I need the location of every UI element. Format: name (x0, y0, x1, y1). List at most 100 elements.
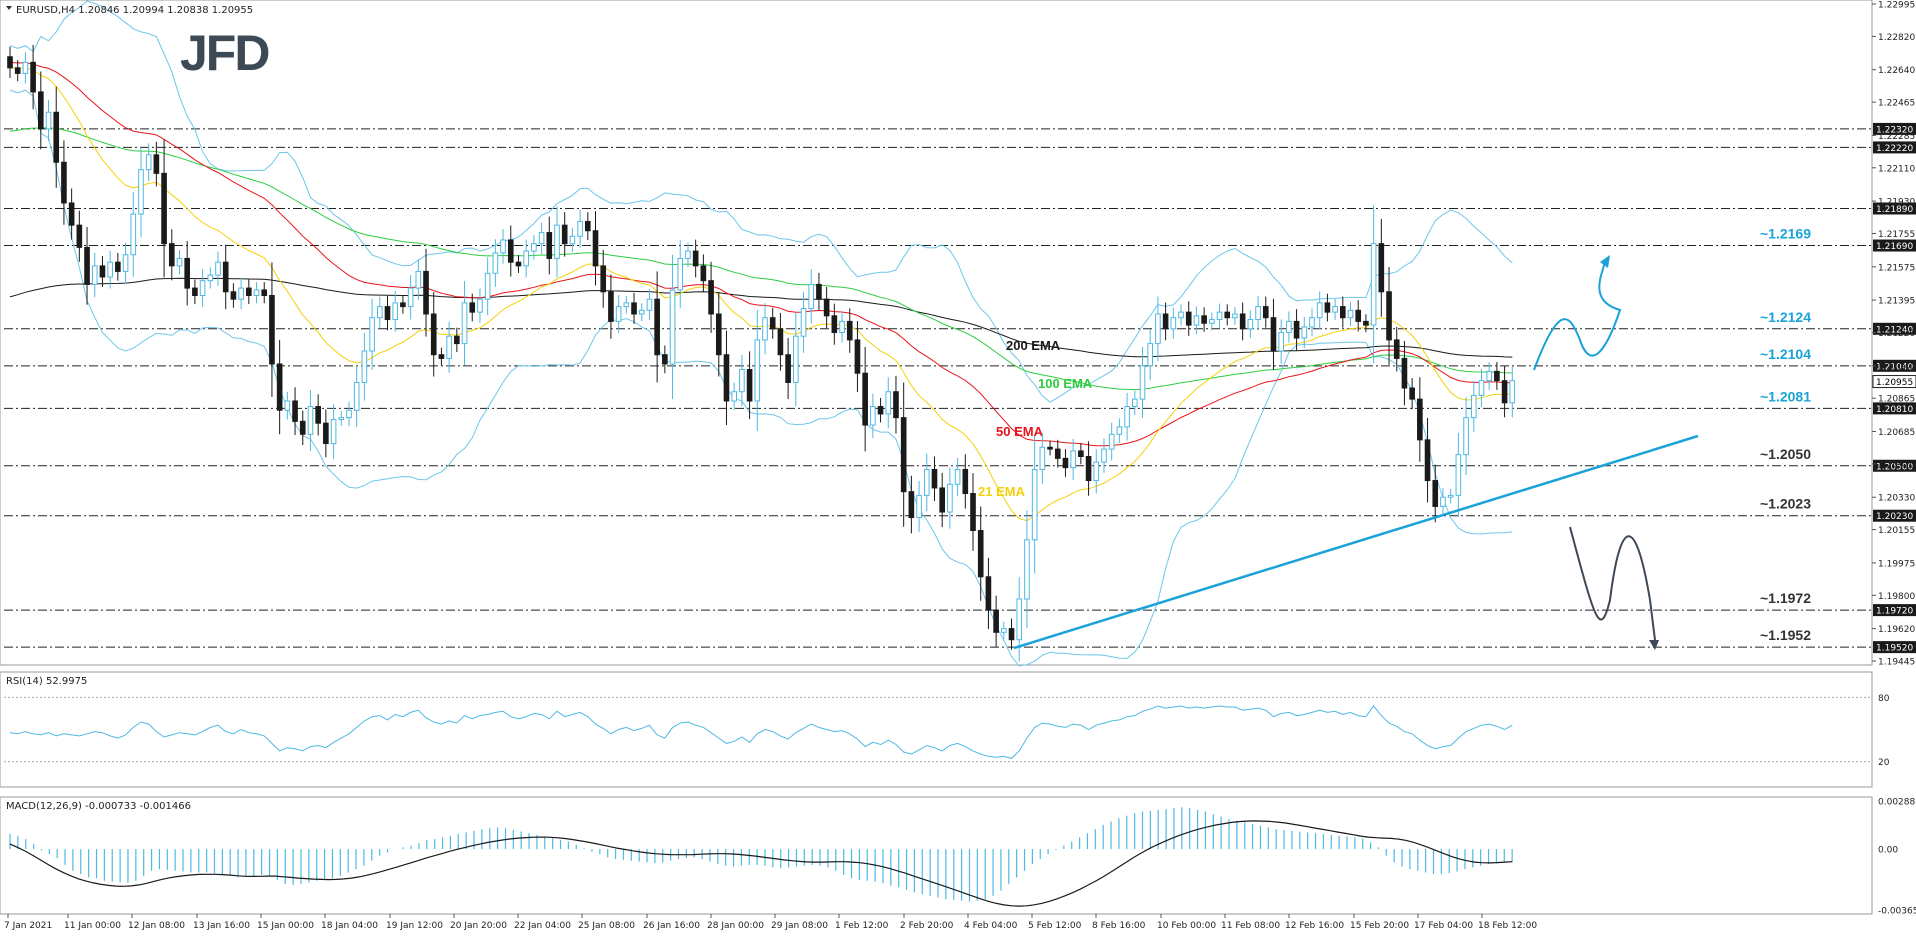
x-tick-label: 8 Feb 16:00 (1092, 921, 1146, 931)
x-tick-label: 22 Jan 04:00 (514, 921, 571, 931)
candle-body (1286, 320, 1292, 334)
trendline (1013, 434, 1699, 650)
candle-body (646, 298, 653, 311)
price-level-tag-text: 1.21690 (1876, 242, 1913, 252)
macd-header: MACD(12,26,9) -0.000733 -0.001466 (6, 801, 191, 812)
candle-body (754, 339, 761, 402)
y-tick-label: 1.19445 (1878, 658, 1915, 668)
candle-body (61, 161, 67, 204)
bollinger-lower (9, 89, 1513, 667)
ema-label: 21 EMA (978, 484, 1026, 499)
candle-body (1070, 450, 1076, 469)
candle-body (584, 220, 591, 232)
candle-body (523, 250, 529, 267)
bollinger-bands (9, 0, 1513, 667)
x-tick-label: 25 Jan 08:00 (578, 921, 635, 931)
current-price-tag (1872, 375, 1916, 389)
price-level-tag-text: 1.22220 (1876, 144, 1913, 154)
candle-body (854, 339, 861, 374)
candle-body (392, 302, 399, 321)
level-annotation: ~1.1952 (1760, 627, 1811, 643)
candle-body (808, 283, 815, 309)
candle-body (1470, 394, 1477, 419)
y-tick-label: 1.19620 (1878, 625, 1915, 635)
candle-body (669, 289, 676, 365)
candle-body (115, 261, 121, 272)
candle-body (692, 250, 699, 267)
candle-body (330, 418, 337, 445)
candle-body (939, 487, 946, 513)
candle-body (346, 409, 352, 419)
candle-body (1347, 309, 1354, 319)
price-level-tag-text: 1.21240 (1876, 325, 1913, 335)
level-annotation: ~1.2023 (1760, 496, 1811, 512)
candle-body (885, 391, 892, 415)
candle-body (731, 391, 737, 402)
ema-200-line (9, 277, 1513, 358)
candle-body (816, 283, 822, 300)
candle-body (230, 291, 237, 300)
ema-100-line (9, 127, 1513, 391)
y-tick-label: 1.20510 (1878, 460, 1915, 470)
candle-body (1293, 320, 1300, 339)
candle-body (1224, 311, 1231, 319)
rsi-panel-frame (0, 671, 1873, 788)
candle-body (746, 369, 753, 402)
candle-body (870, 406, 876, 426)
y-tick-label: 1.20330 (1878, 494, 1915, 504)
candle-body (947, 483, 953, 513)
jfd-logo: JFD (180, 25, 269, 81)
candle-body (1108, 433, 1115, 450)
candle-body (369, 317, 375, 352)
candle-body (954, 468, 961, 485)
candle-body (1170, 317, 1177, 330)
price-level-tag (1873, 141, 1916, 154)
collapse-arrow-icon[interactable] (6, 6, 12, 10)
candle-body (446, 335, 452, 359)
candle-body (1008, 628, 1015, 641)
price-level-tag (1873, 239, 1916, 252)
candlesticks (7, 44, 1516, 662)
candle-body (176, 257, 183, 267)
candle-body (592, 230, 599, 267)
candle-body (38, 91, 44, 130)
candle-body (1039, 446, 1046, 470)
candle-body (1378, 243, 1385, 293)
candle-body (45, 111, 52, 130)
candle-body (923, 468, 930, 496)
candle-body (715, 313, 722, 356)
candle-body (700, 265, 707, 282)
candle-body (769, 317, 776, 330)
price-level-tag (1873, 202, 1916, 215)
candle-body (253, 289, 260, 296)
candle-body (292, 400, 298, 422)
ema-label: 100 EMA (1038, 376, 1093, 391)
bollinger-upper (9, 0, 1513, 403)
candle-body (631, 302, 637, 315)
candle-body (1278, 332, 1284, 352)
candle-body (931, 468, 938, 489)
x-tick-label: 11 Feb 08:00 (1221, 921, 1280, 931)
candle-body (1447, 494, 1454, 498)
price-axis: 1.22995 1.22820 1.22640 1.22465 1.22285 1.221… (1872, 1, 1915, 668)
candle-body (970, 493, 976, 532)
candle-body (1024, 539, 1030, 600)
y-tick-label: 1.19800 (1878, 592, 1915, 602)
candle-body (384, 306, 391, 321)
candle-body (1486, 370, 1492, 382)
bullish-arrowhead (1600, 255, 1610, 268)
candle-body (1232, 313, 1238, 319)
y-tick-label: 1.21040 (1878, 362, 1915, 372)
ema-21-line (9, 67, 1513, 522)
candle-body (608, 291, 614, 322)
candle-body (1509, 380, 1516, 404)
rsi-line (9, 705, 1513, 759)
bearish-arrowhead (1649, 640, 1659, 650)
y-tick-label: 1.22995 (1878, 1, 1915, 11)
candle-body (1262, 306, 1269, 319)
level-annotation: ~1.1972 (1760, 590, 1811, 606)
x-tick-label: 12 Jan 08:00 (128, 921, 185, 931)
y-tick-label: 1.21755 (1878, 230, 1915, 240)
price-level-tag-text: 1.20500 (1876, 462, 1913, 472)
